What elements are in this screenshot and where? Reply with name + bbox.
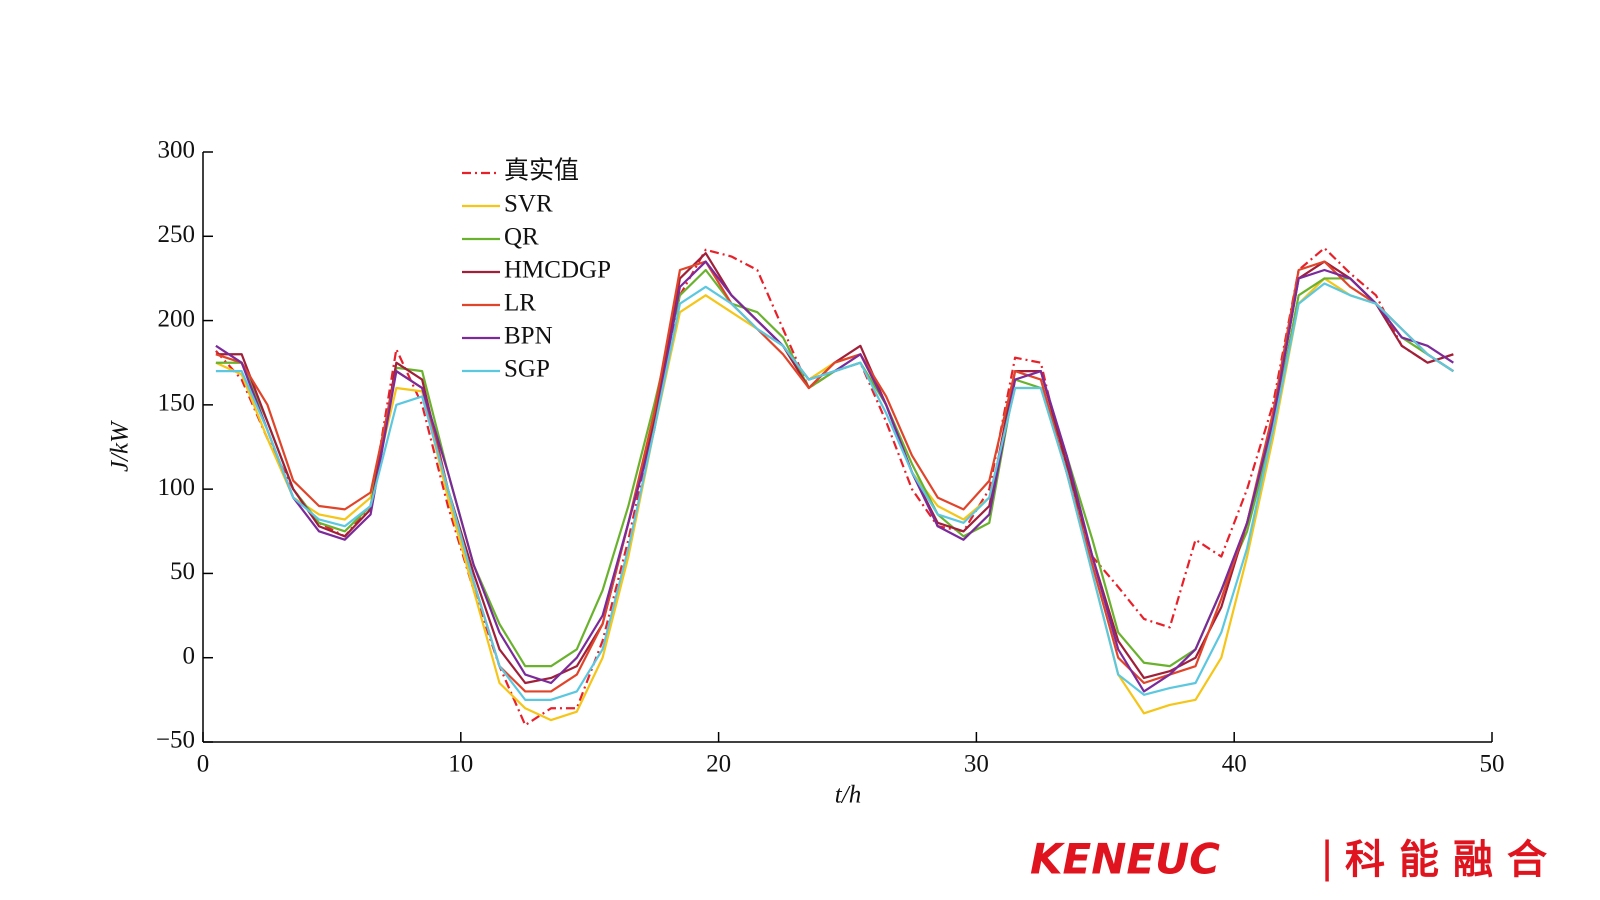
x-tick-label: 50 [1480,751,1505,778]
y-tick-label: 200 [158,305,196,332]
legend-label: SVR [504,191,553,218]
x-tick-label: 20 [706,751,731,778]
series-line [215,277,1454,722]
legend-label: LR [504,290,536,317]
x-tick-label: 0 [197,751,210,778]
y-tick-label: 300 [158,137,196,164]
series-line [215,260,1454,693]
x-axis-label: t/h [835,782,861,809]
legend-label: 真实值 [504,157,579,185]
logo-brand: KENEUC [1030,835,1220,884]
legend-label: BPN [504,323,553,350]
x-tick-label: 40 [1222,751,1247,778]
y-axis-label: J/kW [107,420,134,472]
series-line [215,246,1454,727]
y-tick-label: 150 [158,390,196,417]
series-line [215,260,1454,693]
logo-separator: | [1320,833,1334,882]
y-tick-label: 50 [170,558,195,585]
y-tick-label: 250 [158,221,196,248]
x-tick-label: 10 [448,751,473,778]
y-tick-label: −50 [156,727,195,754]
logo-name: 科能融合 [1345,837,1561,883]
y-tick-label: 0 [183,642,196,669]
x-tick-label: 30 [964,751,989,778]
legend-label: HMCDGP [504,257,611,284]
legend-label: QR [504,224,539,251]
series-line [215,268,1454,668]
y-tick-label: 100 [158,474,196,501]
series-line [215,252,1454,685]
series-line [215,282,1454,701]
legend-label: SGP [504,356,550,383]
